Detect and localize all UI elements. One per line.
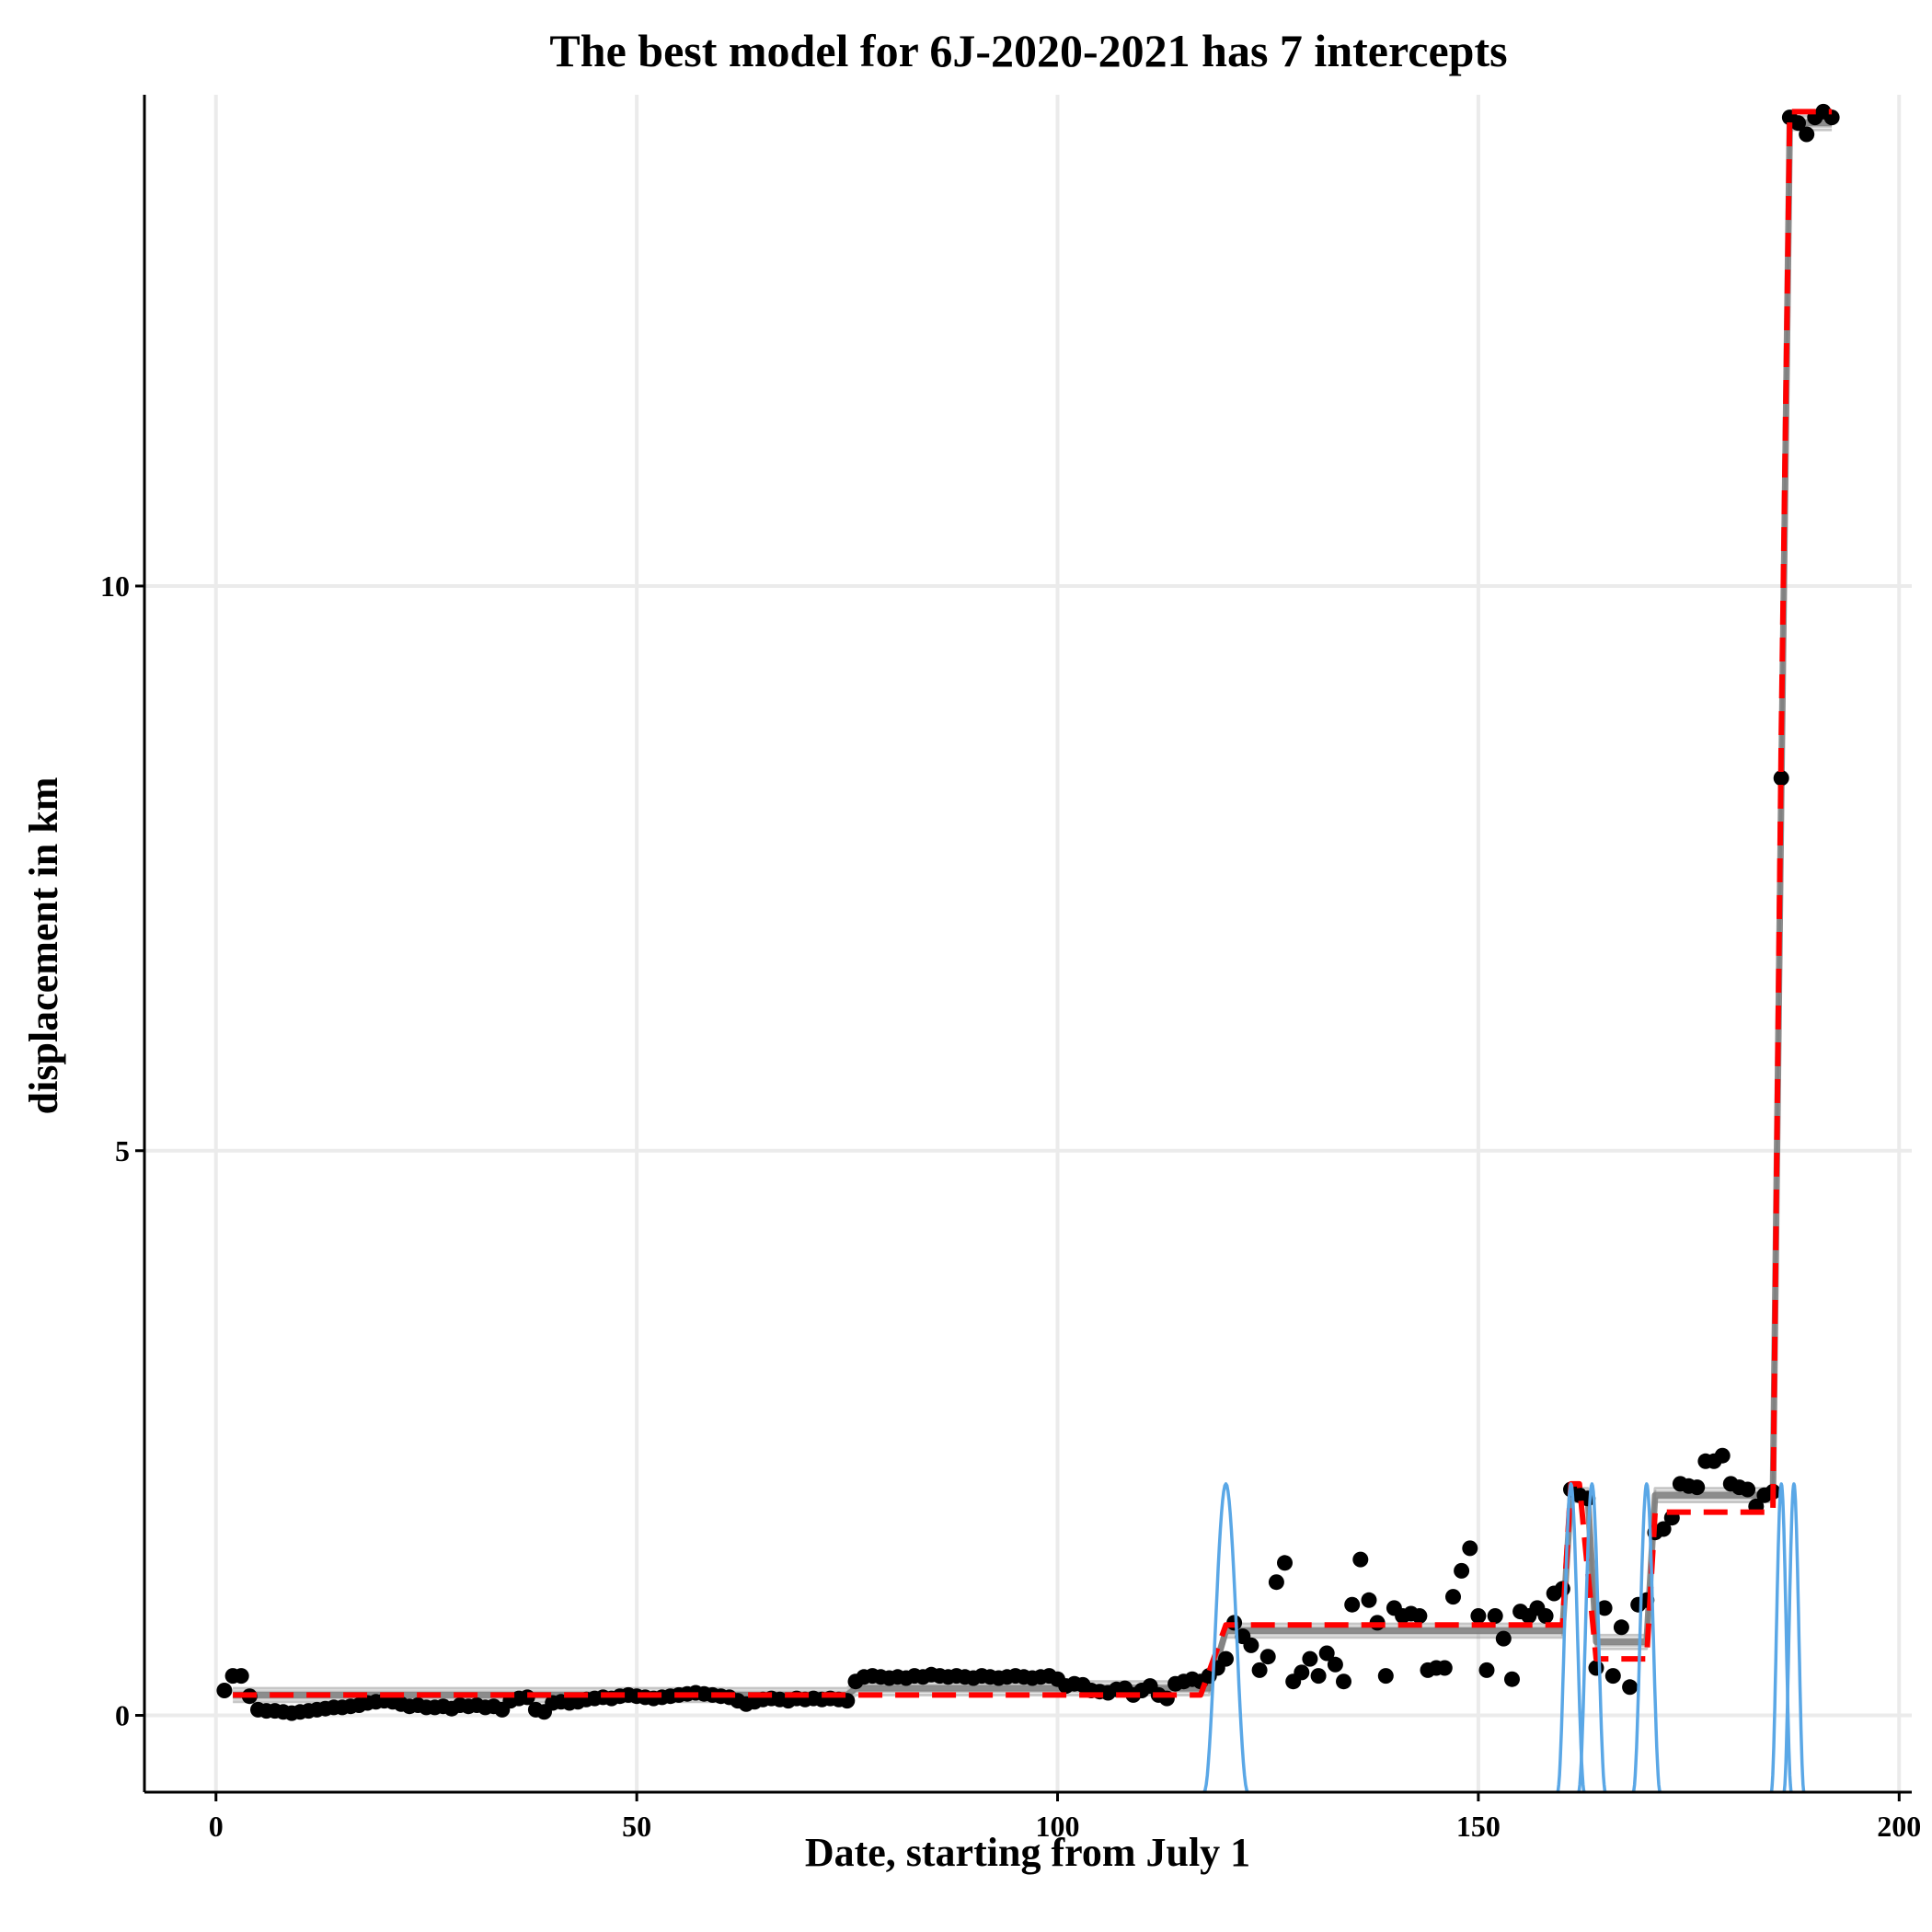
- data-point-129: [1302, 1650, 1318, 1667]
- data-point-145: [1436, 1660, 1453, 1676]
- x-ticks: 0 50 100 150 200: [209, 1792, 1921, 1843]
- data-point-132: [1327, 1656, 1343, 1673]
- data-point-187: [1790, 115, 1806, 132]
- y-tick-label-0: 0: [115, 1699, 130, 1732]
- data-point-165: [1604, 1668, 1621, 1685]
- y-ticks: 0 5 10: [100, 569, 144, 1732]
- y-tick-label-1: 5: [115, 1134, 130, 1167]
- best-model: [233, 109, 1833, 1698]
- data-point-185: [1773, 770, 1789, 787]
- density-peak-3: [1631, 1482, 1662, 1793]
- data-point-123: [1251, 1662, 1268, 1678]
- data-point-167: [1622, 1679, 1639, 1696]
- y-tick-label-2: 10: [100, 569, 130, 603]
- axes: [143, 95, 1912, 1794]
- data-point-178: [1714, 1447, 1731, 1464]
- data-point-126: [1277, 1555, 1293, 1571]
- data-point-191: [1823, 109, 1840, 126]
- data-point-150: [1478, 1662, 1495, 1678]
- x-tick-label-3: 150: [1456, 1810, 1501, 1843]
- data-point-148: [1462, 1540, 1478, 1557]
- data-point-152: [1495, 1630, 1512, 1647]
- x-tick-label-4: 200: [1877, 1810, 1921, 1843]
- data-point-134: [1344, 1596, 1361, 1613]
- data-point-146: [1445, 1589, 1461, 1605]
- x-tick-label-1: 50: [622, 1810, 651, 1843]
- data-point-171: [1655, 1521, 1672, 1537]
- data-point-135: [1352, 1551, 1369, 1568]
- data-point-133: [1336, 1673, 1351, 1690]
- density-peak-5: [1782, 1482, 1806, 1793]
- data-point-2: [233, 1668, 249, 1685]
- data-point-142: [1411, 1608, 1428, 1624]
- data-point-147: [1454, 1562, 1470, 1579]
- data-point-166: [1613, 1619, 1629, 1636]
- data-point-125: [1268, 1574, 1284, 1591]
- x-axis-title: Date, starting from July 1: [805, 1830, 1250, 1875]
- x-tick-label-0: 0: [209, 1810, 224, 1843]
- chart-title: The best model for 6J-2020-2021 has 7 in…: [549, 25, 1507, 76]
- density-peak-2: [1577, 1482, 1607, 1793]
- x-tick-label-2: 100: [1036, 1810, 1080, 1843]
- data-point-175: [1689, 1479, 1706, 1496]
- data-point-130: [1310, 1668, 1327, 1685]
- changepoint-density: [1202, 1482, 1806, 1793]
- data-point-124: [1259, 1649, 1276, 1665]
- density-peak-0: [1202, 1482, 1249, 1793]
- data-point-164: [1596, 1600, 1613, 1616]
- data-point-128: [1294, 1664, 1310, 1681]
- best-model-line: [233, 109, 1833, 1698]
- data-point-131: [1318, 1645, 1335, 1662]
- data-point-151: [1487, 1608, 1503, 1624]
- data-point-188: [1799, 126, 1815, 143]
- data-point-119: [1218, 1650, 1234, 1667]
- data-point-0: [216, 1683, 233, 1698]
- data-point-153: [1504, 1671, 1520, 1687]
- y-axis-title: displacement in km: [21, 777, 66, 1115]
- grid: [144, 95, 1912, 1792]
- data-point-136: [1361, 1592, 1377, 1608]
- data-point-122: [1243, 1637, 1259, 1653]
- data-point-149: [1470, 1608, 1487, 1624]
- data-point-181: [1740, 1481, 1756, 1498]
- data-point-157: [1537, 1608, 1554, 1624]
- density-peak-1: [1556, 1482, 1586, 1793]
- data-point-138: [1377, 1668, 1394, 1685]
- data-point-163: [1588, 1660, 1604, 1676]
